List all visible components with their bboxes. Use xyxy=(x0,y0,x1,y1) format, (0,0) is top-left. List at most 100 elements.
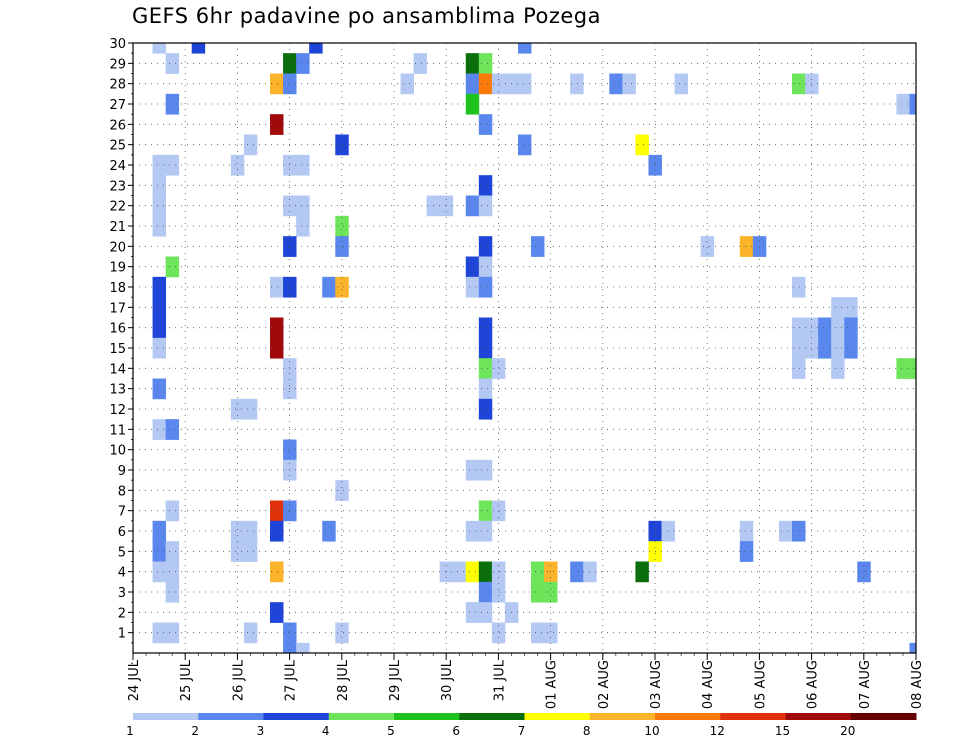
heatmap-cell xyxy=(152,297,167,318)
heatmap-cell xyxy=(478,337,493,359)
y-tick-label: 26 xyxy=(109,118,126,133)
heatmap-cell xyxy=(792,317,806,339)
heatmap-cell xyxy=(465,195,480,217)
heatmap-cell xyxy=(243,541,258,562)
heatmap-cell xyxy=(478,276,493,298)
heatmap-cell xyxy=(152,276,167,298)
heatmap-cell xyxy=(296,53,310,74)
heatmap-cell xyxy=(465,276,480,298)
heatmap-cell xyxy=(909,93,917,115)
heatmap-cell xyxy=(491,581,506,603)
y-tick-label: 24 xyxy=(109,159,126,174)
y-tick-label: 17 xyxy=(109,301,126,316)
heatmap-cell xyxy=(270,73,284,95)
heatmap-cell xyxy=(544,622,558,644)
chart-title: GEFS 6hr padavine po ansamblima Pozega xyxy=(132,4,602,28)
heatmap-cell xyxy=(152,195,167,217)
heatmap-cell xyxy=(165,581,180,603)
heatmap-cell xyxy=(478,73,493,95)
heatmap-cell xyxy=(465,93,480,115)
colorbar-label: 15 xyxy=(775,724,790,738)
colorbar-swatch xyxy=(394,713,460,720)
heatmap-cell xyxy=(818,317,832,339)
heatmap-cell xyxy=(478,195,493,217)
x-tick-label: 25 JUL xyxy=(179,659,194,701)
x-tick-label: 04 AUG xyxy=(701,660,716,709)
y-tick-label: 27 xyxy=(109,98,126,113)
x-tick-label: 26 JUL xyxy=(231,659,246,701)
y-tick-label: 16 xyxy=(109,322,126,337)
heatmap-cell xyxy=(831,337,845,359)
heatmap-cell xyxy=(165,154,180,176)
heatmap-cell xyxy=(478,256,493,278)
heatmap-cell xyxy=(531,236,545,257)
x-tick-label: 30 JUL xyxy=(440,659,455,701)
y-tick-label: 7 xyxy=(118,505,126,520)
heatmap-cell xyxy=(831,317,845,339)
heatmap-cell xyxy=(152,561,167,583)
heatmap-cell xyxy=(309,43,323,54)
y-tick-label: 1 xyxy=(118,627,126,642)
x-tick-label: 31 JUL xyxy=(492,659,507,701)
heatmap-cell xyxy=(335,276,349,298)
heatmap-cell xyxy=(270,276,284,298)
heatmap-cell xyxy=(335,622,349,644)
colorbar-swatch xyxy=(198,713,264,720)
y-tick-label: 10 xyxy=(109,444,126,459)
heatmap-cell xyxy=(270,337,284,359)
heatmap-cell xyxy=(270,500,284,522)
colorbar-swatch xyxy=(133,713,199,720)
y-tick-label: 3 xyxy=(118,586,126,601)
heatmap-cell xyxy=(844,337,858,359)
heatmap-cell xyxy=(909,358,917,379)
heatmap-cell xyxy=(465,73,480,95)
heatmap-cell xyxy=(165,500,180,522)
y-tick-label: 19 xyxy=(109,261,126,276)
heatmap-cell xyxy=(465,561,480,583)
heatmap-cell xyxy=(191,43,206,54)
y-tick-label: 15 xyxy=(109,342,126,357)
x-axis: 24 JUL 25 JUL 26 JUL 27 JUL 28 JUL 29 JUL 30 J… xyxy=(127,653,925,709)
y-tick-label: 21 xyxy=(109,220,126,235)
colorbar-label: 5 xyxy=(387,724,395,738)
heatmap-cell xyxy=(243,134,258,156)
heatmap-cell xyxy=(296,154,310,176)
heatmap-cell xyxy=(165,622,180,644)
y-tick-label: 20 xyxy=(109,240,126,255)
y-tick-label: 28 xyxy=(109,78,126,93)
colorbar-label: 2 xyxy=(191,724,199,738)
y-tick-label: 14 xyxy=(109,362,126,377)
heatmap-cell xyxy=(792,358,806,379)
heatmap-cell xyxy=(478,114,493,135)
y-tick-label: 2 xyxy=(118,606,126,621)
heatmap-cell xyxy=(335,134,349,156)
y-tick-label: 9 xyxy=(118,464,126,479)
heatmap-cell xyxy=(609,73,623,95)
colorbar-label: 1 xyxy=(126,724,134,738)
heatmap-cell xyxy=(478,500,493,522)
heatmap-cell xyxy=(270,114,284,135)
y-tick-label: 23 xyxy=(109,179,126,194)
heatmap-cell xyxy=(700,236,715,257)
heatmap-cell xyxy=(165,93,180,115)
heatmap-cell xyxy=(230,520,245,542)
heatmap-cell xyxy=(570,561,584,583)
y-axis: 1234567891011121314151617181920212223242… xyxy=(109,37,133,664)
heatmap-cell xyxy=(296,195,310,217)
y-tick-label: 4 xyxy=(118,566,126,581)
y-tick-label: 11 xyxy=(109,423,126,438)
heatmap-cell xyxy=(661,520,675,542)
colorbar-swatch xyxy=(720,713,786,720)
heatmap-cell xyxy=(465,256,480,278)
heatmap-cell xyxy=(270,602,284,623)
colorbar-swatch xyxy=(785,713,852,720)
heatmap-cell xyxy=(531,581,545,603)
heatmap-cell xyxy=(778,520,793,542)
heatmap-cell xyxy=(844,297,858,318)
x-tick-label: 03 AUG xyxy=(649,660,664,709)
heatmap-cell xyxy=(491,358,506,379)
heatmap-cell xyxy=(831,297,845,318)
heatmap-cell xyxy=(152,520,167,542)
heatmap-cell xyxy=(792,337,806,359)
